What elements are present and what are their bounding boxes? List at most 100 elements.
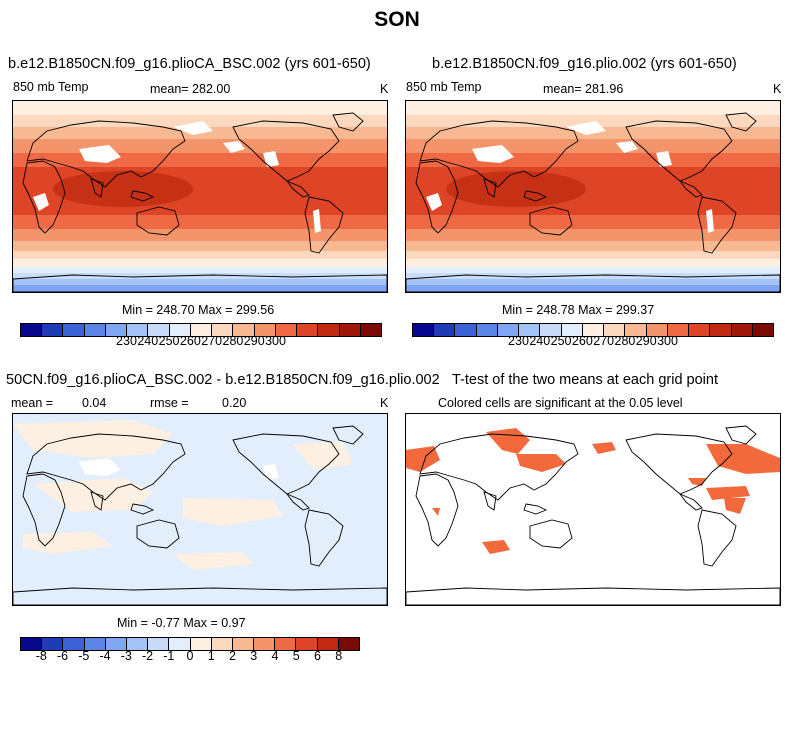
colorbar-temp-a-swatch <box>63 324 85 336</box>
colorbar-temp-b-tick-label: 250 <box>550 334 572 348</box>
map-c-coastline <box>26 433 186 501</box>
colorbar-temp-b-tick-label: 300 <box>657 334 678 348</box>
colorbar-temp-b-swatch <box>434 324 456 336</box>
map-d-coastline <box>725 425 757 445</box>
colorbar-difference-tick-label: -3 <box>120 649 132 663</box>
panel-d-title: T-test of the two means at each grid poi… <box>452 372 718 388</box>
colorbar-temp-b-tick-label: 270 <box>593 334 615 348</box>
map-c-warm-anomaly <box>293 442 353 470</box>
map-c-coastline <box>304 509 344 567</box>
colorbar-temp-a-swatch <box>297 324 319 336</box>
colorbar-difference-tick-label: 8 <box>335 649 343 663</box>
colorbar-temp-b-swatch <box>604 324 626 336</box>
map-a-temperature-band <box>13 259 387 267</box>
map-c-coastline <box>130 503 155 515</box>
panel-a-variable-label: 850 mb Temp <box>13 80 89 94</box>
panel-b-variable-label: 850 mb Temp <box>406 80 482 94</box>
map-d-significant-region <box>482 540 510 554</box>
colorbar-difference-tick-label: -2 <box>141 649 154 663</box>
colorbar-temp-b-tick-label: 290 <box>635 334 657 348</box>
panel-c-mean-value: 0.04 <box>82 396 107 410</box>
map-b-warm-pool <box>446 171 586 207</box>
map-b-temperature-band <box>406 229 780 241</box>
colorbar-difference-swatch <box>63 638 85 650</box>
map-a-missing-data <box>223 141 245 153</box>
map-b-coastline <box>415 160 459 234</box>
colorbar-temp-b-swatch <box>667 324 690 336</box>
map-d-significant-region <box>724 498 746 514</box>
map-panel-temp-plio <box>405 100 781 293</box>
colorbar-temp-a-tick-label: 230 <box>116 334 137 348</box>
colorbar-difference-swatch <box>317 638 339 650</box>
colorbar-difference-tick-label: 6 <box>314 649 321 663</box>
map-d-coastline <box>529 519 573 549</box>
map-a-temperature-band <box>13 229 387 241</box>
map-c-coastline <box>136 519 180 549</box>
map-b-coastline <box>406 274 780 292</box>
panel-b-units: K <box>773 82 782 96</box>
panel-c-rmse-label: rmse = <box>150 396 189 410</box>
map-b-missing-data <box>566 121 606 135</box>
map-a-temperature-band <box>13 115 387 127</box>
panel-a-mean-label: mean= 282.00 <box>150 82 231 96</box>
panel-a-units: K <box>380 82 389 96</box>
map-b-temperature-band <box>406 279 780 285</box>
colorbar-difference-swatch <box>105 638 127 650</box>
map-d-coastline <box>415 473 459 547</box>
map-b-temperature-band <box>406 273 780 279</box>
colorbar-temp-b-swatch <box>413 324 435 336</box>
map-a-svg <box>13 101 387 292</box>
map-d-coastline <box>523 503 548 515</box>
colorbar-temp-a-swatch <box>360 324 381 336</box>
map-d-significant-region <box>592 442 616 454</box>
colorbar-temp-b-tick-label: 230 <box>508 334 529 348</box>
colorbar-temp-b-swatch <box>731 324 753 336</box>
panel-b-min-max: Min = 248.78 Max = 299.37 <box>502 303 655 317</box>
map-b-temperature-band <box>406 259 780 267</box>
colorbar-temp-a <box>20 323 382 337</box>
map-b-coastline <box>529 206 573 236</box>
map-b-missing-data <box>426 193 442 211</box>
colorbar-difference-tick-label: 5 <box>292 649 300 663</box>
colorbar-temp-a-tick-label: 280 <box>222 334 244 348</box>
colorbar-difference-swatch <box>211 638 233 650</box>
colorbar-difference-swatch <box>338 638 359 650</box>
colorbar-temp-a-swatch <box>84 324 106 336</box>
map-a-temperature-band <box>13 241 387 251</box>
colorbar-temp-b-swatch <box>455 324 477 336</box>
colorbar-temp-b-swatch <box>540 324 562 336</box>
map-a-temperature-band <box>13 153 387 167</box>
map-b-missing-data <box>616 141 638 153</box>
colorbar-temp-a-swatch <box>254 324 276 336</box>
map-a-temperature-band <box>13 285 387 292</box>
colorbar-difference-swatch <box>148 638 170 650</box>
map-b-temperature-band <box>406 153 780 167</box>
colorbar-temp-a-tick-label: 240 <box>137 334 159 348</box>
map-a-missing-data <box>313 209 321 233</box>
map-a-coastline <box>130 190 155 202</box>
map-b-temperature-band <box>406 251 780 259</box>
map-b-temperature-band <box>406 101 780 115</box>
colorbar-temp-b-tick-label: 260 <box>571 334 593 348</box>
map-d-significant-region <box>486 428 530 454</box>
map-panel-difference <box>12 413 388 606</box>
colorbar-temp-b-swatch <box>497 324 520 336</box>
colorbar-difference-labels: -8 -6 -5 -4 -3 -2 -1 0 1 2 3 4 5 6 8 <box>20 649 360 667</box>
colorbar-difference-swatch <box>126 638 149 650</box>
map-d-coastline <box>483 491 497 511</box>
colorbar-temp-b-swatch <box>519 324 541 336</box>
map-panel-temp-pliocabsc <box>12 100 388 293</box>
colorbar-temp-b-swatch <box>476 324 498 336</box>
colorbar-difference-swatch <box>275 638 297 650</box>
colorbar-temp-a-tick-label: 300 <box>265 334 286 348</box>
panel-a-title: b.e12.B1850CN.f09_g16.plioCA_BSC.002 (yr… <box>8 56 371 72</box>
map-a-coastline <box>26 120 186 188</box>
map-a-coastline <box>90 178 104 198</box>
colorbar-difference-tick-label: 1 <box>207 649 215 663</box>
map-d-svg <box>406 425 780 605</box>
map-a-missing-data <box>263 151 279 167</box>
colorbar-difference-swatch <box>296 638 318 650</box>
map-c-coastline <box>13 587 387 605</box>
map-a-temperature-band <box>13 215 387 229</box>
map-c-svg <box>13 414 387 605</box>
